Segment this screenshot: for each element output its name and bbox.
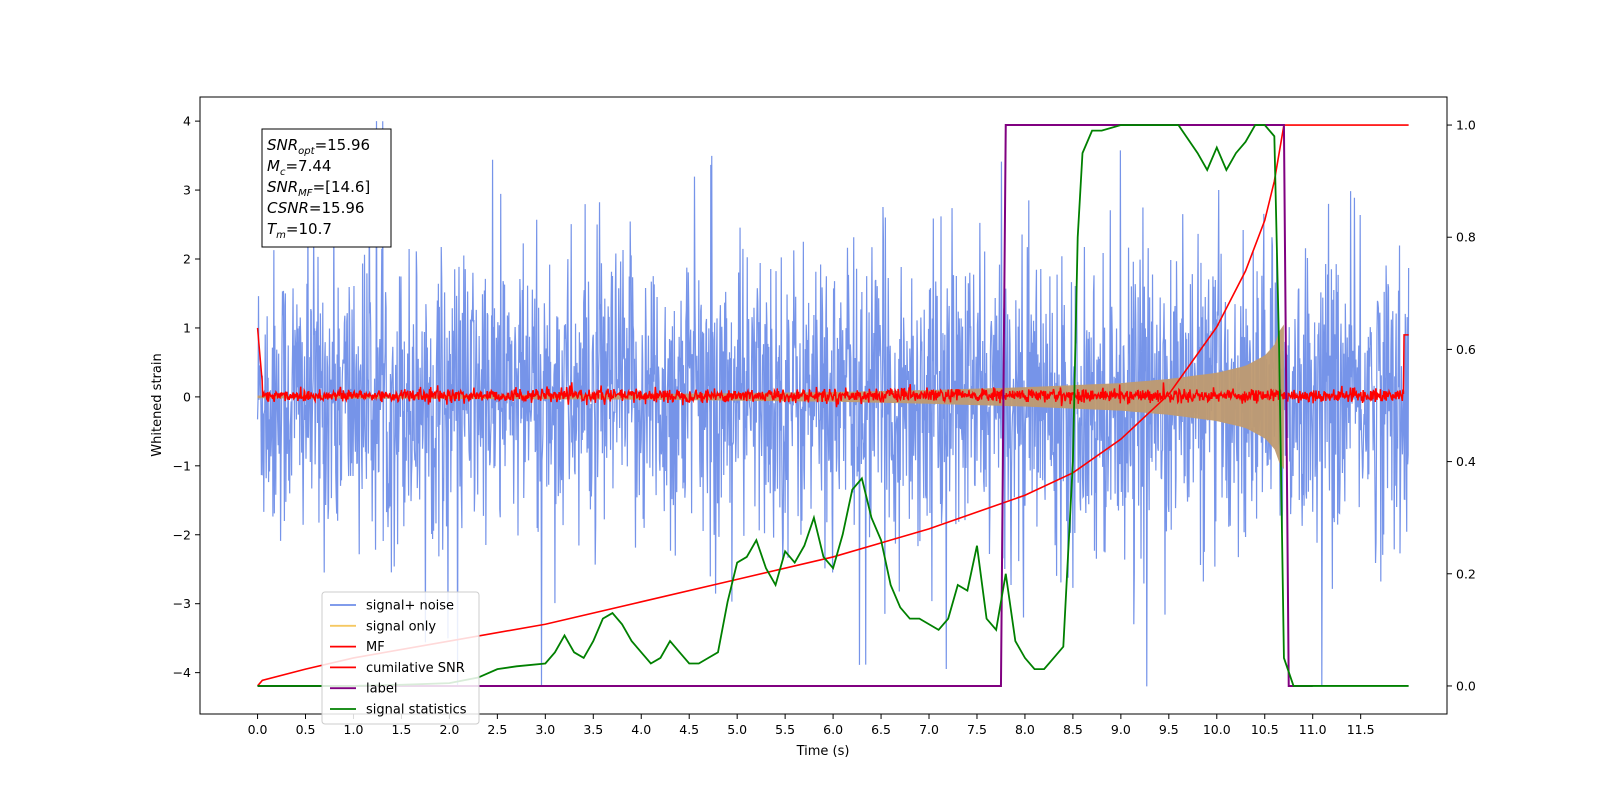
y-left-tick-label-4: 4 (183, 114, 191, 129)
mf-line (256, 327, 1409, 408)
legend-frame (321, 591, 480, 725)
y-left-tick-label-4: −4 (173, 665, 191, 680)
x-tick-label-7-5: 7.5 (967, 722, 987, 737)
y-axis-left: −4 −3 −2 −1 0 1 2 3 4 (173, 114, 200, 680)
legend-label-signal-only: signal only (366, 619, 436, 634)
x-tick-label-9-5: 9.5 (1159, 722, 1179, 737)
info-mc: Mc=7.44 (267, 157, 331, 178)
x-tick-label-6-0: 6.0 (823, 722, 843, 737)
x-tick-label-9-0: 9.0 (1111, 722, 1131, 737)
x-tick-label-4-5: 4.5 (679, 722, 699, 737)
legend-label-cumilative-snr: cumilative SNR (366, 661, 465, 676)
info-box-frame (261, 128, 392, 248)
x-tick-label-1-5: 1.5 (391, 722, 411, 737)
info-snr-opt: SNRopt=15.96 (267, 136, 370, 157)
legend-label-signal-noise: signal+ noise (366, 599, 454, 614)
y-left-tick-label-2: −2 (173, 527, 191, 542)
x-tick-label-0-5: 0.5 (296, 722, 316, 737)
y-right-tick-label-0-0: 0.0 (1456, 678, 1476, 693)
x-tick-label-8-5: 8.5 (1063, 722, 1083, 737)
y-left-tick-label-2: 2 (183, 252, 191, 267)
x-tick-label-7-0: 7.0 (919, 722, 939, 737)
y-right-tick-label-0-6: 0.6 (1456, 342, 1476, 357)
y-right-tick-label-0-8: 0.8 (1456, 230, 1476, 245)
x-tick-label-8-0: 8.0 (1015, 722, 1035, 737)
info-tm: Tm=10.7 (267, 220, 332, 241)
x-tick-label-11-5: 11.5 (1347, 722, 1375, 737)
x-tick-label-4-0: 4.0 (631, 722, 651, 737)
y-left-tick-label-1: 1 (183, 320, 191, 335)
y-right-tick-label-0-4: 0.4 (1456, 454, 1476, 469)
x-tick-label-6-5: 6.5 (871, 722, 891, 737)
signal-only-layer (257, 324, 1284, 470)
y-left-tick-label-1: −1 (173, 458, 191, 473)
info-snr-mf: SNRMF=[14.6] (267, 178, 370, 199)
x-tick-label-1-0: 1.0 (344, 722, 364, 737)
legend-label-signal-statistics: signal statistics (366, 703, 467, 718)
x-tick-label-11-0: 11.0 (1299, 722, 1327, 737)
x-tick-label-2-5: 2.5 (487, 722, 507, 737)
x-tick-label-3-5: 3.5 (583, 722, 603, 737)
x-tick-label-5-0: 5.0 (727, 722, 747, 737)
x-tick-label-2-0: 2.0 (439, 722, 459, 737)
x-axis: 0.0 0.5 1.0 1.5 2.0 2.5 3.0 3.5 4.0 4.5 5.0 5.5 6.0 6… (248, 714, 1375, 737)
legend-label-label: label (366, 682, 397, 697)
y-axis-label-left: Whitened strain (150, 353, 165, 456)
legend: signal+ noise signal only MF cumilative SNR… (321, 591, 480, 725)
signal-noise-layer (256, 121, 1410, 687)
x-axis-label: Time (s) (796, 744, 850, 759)
x-tick-label-10-5: 10.5 (1251, 722, 1279, 737)
legend-label-mf: MF (366, 640, 385, 655)
y-left-tick-label-3: 3 (183, 183, 191, 198)
mf-layer (256, 327, 1409, 408)
x-tick-label-5-5: 5.5 (775, 722, 795, 737)
x-tick-label-3-0: 3.0 (535, 722, 555, 737)
y-left-tick-label-0: 0 (183, 389, 191, 404)
y-axis-right: 0.0 0.2 0.4 0.6 0.8 1.0 (1447, 118, 1476, 693)
y-right-tick-label-1-0: 1.0 (1456, 118, 1476, 133)
plot-frame (199, 96, 1448, 715)
signal-only-envelope (257, 324, 1284, 470)
x-tick-label-10-0: 10.0 (1203, 722, 1231, 737)
y-right-tick-label-0-2: 0.2 (1456, 566, 1476, 581)
info-csnr: CSNR=15.96 (267, 199, 364, 217)
x-tick-label-0-0: 0.0 (248, 722, 268, 737)
info-box: SNRopt=15.96 Mc=7.44 SNRMF=[14.6] CSNR=1… (261, 128, 392, 248)
y-left-tick-label-3: −3 (173, 596, 191, 611)
signal-noise-line (256, 121, 1410, 687)
signal-statistics-line (257, 124, 1409, 687)
